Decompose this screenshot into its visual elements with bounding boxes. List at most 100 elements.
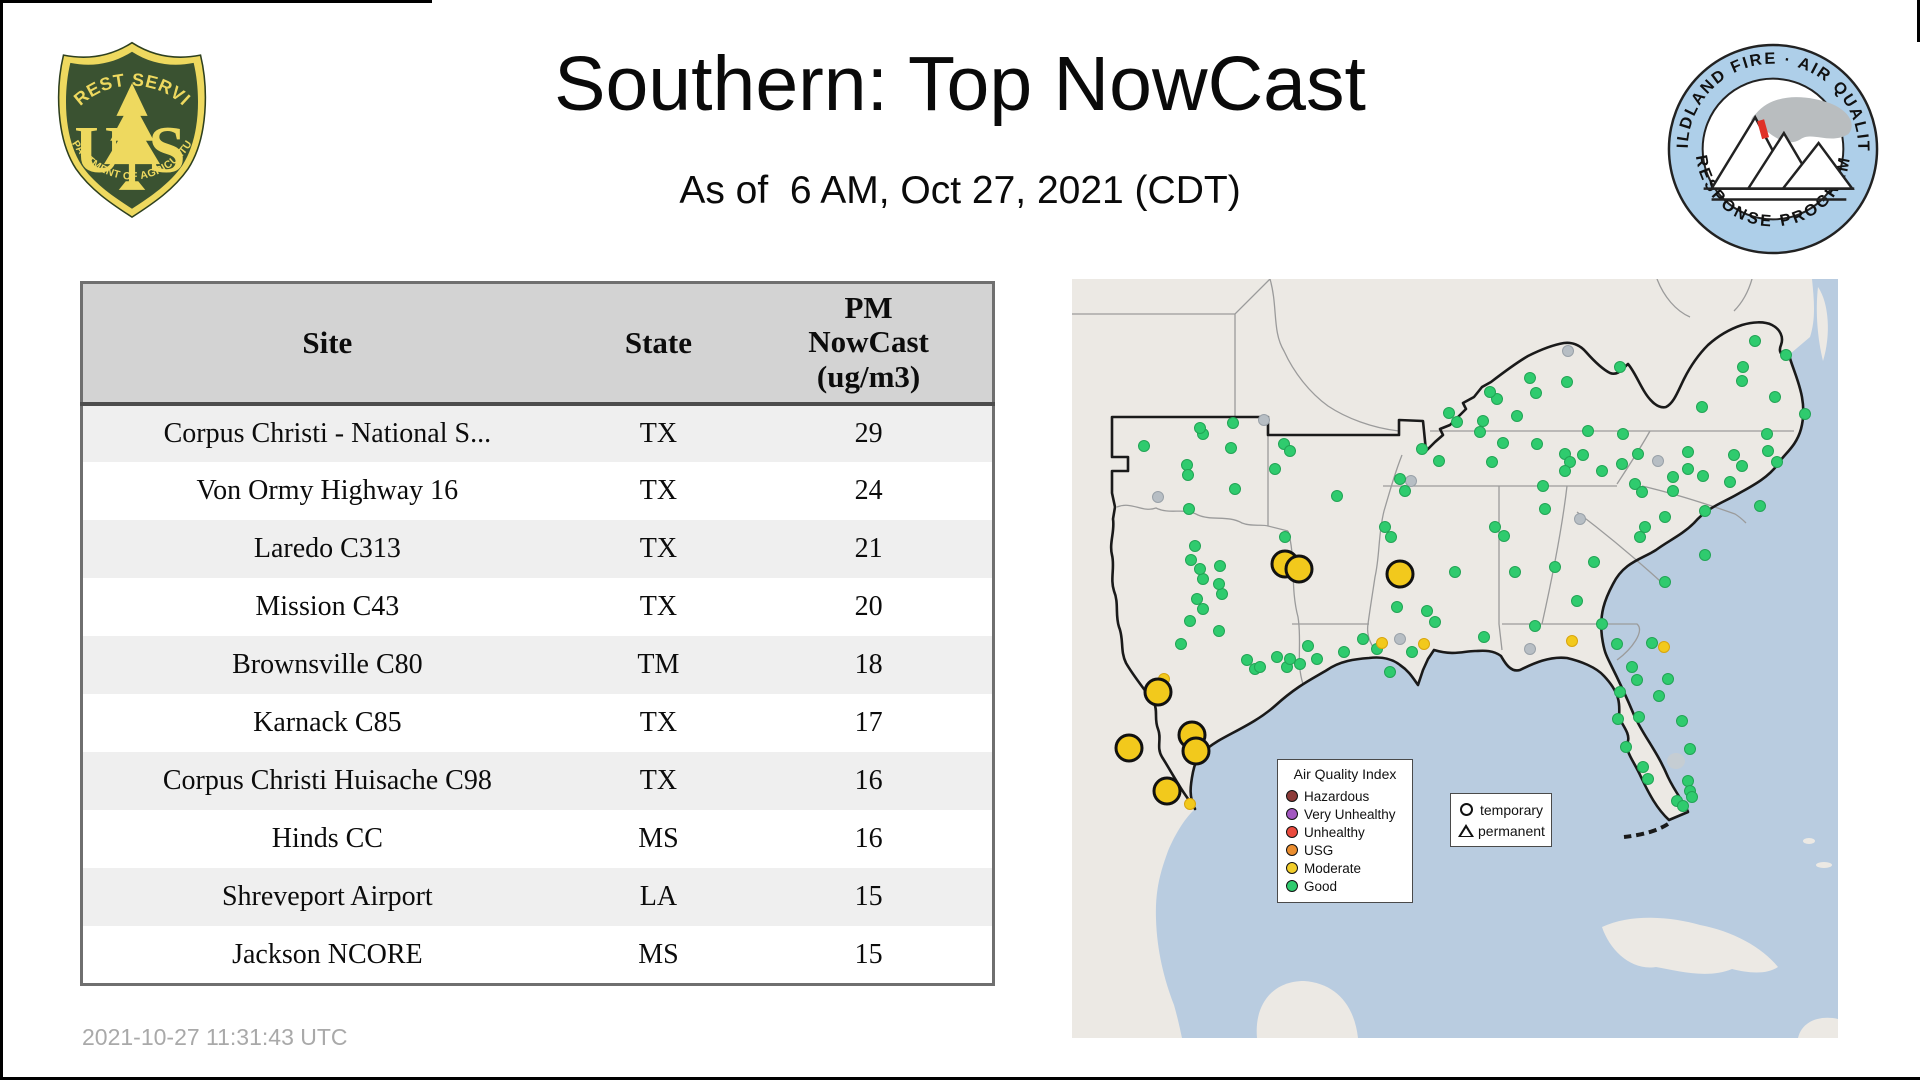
site-dot-good [1667,471,1679,483]
page-subtitle: As of 6 AM, Oct 27, 2021 (CDT) [679,169,1241,212]
lake-okeechobee [1667,753,1685,769]
cell-value: 16 [854,765,883,797]
temporary-marker-icon [1460,803,1473,816]
site-dot-good [1311,653,1323,665]
site-dot-good [1491,393,1503,405]
site-dot-good [1284,445,1296,457]
cell-state: TX [639,474,678,506]
site-dot-good [1771,456,1783,468]
frame-border-top [0,0,432,3]
aqi-color-dot-icon [1286,808,1298,820]
cell-state: LA [639,881,678,913]
site-dot-good [1213,578,1225,590]
yucatan-peninsula [1256,981,1358,1038]
site-dot-good [1451,416,1463,428]
cell-state: TX [639,765,678,797]
table-row: Brownsville C80 TM 18 [81,635,994,694]
table-row: Von Ormy Highway 16 TX 24 [81,461,994,520]
site-dot-good [1394,473,1406,485]
cell-value: 16 [854,823,883,855]
site-dot-good [1183,503,1195,515]
site-dot-good [1511,410,1523,422]
site-dot-good [1682,446,1694,458]
cell-value: 15 [854,938,883,970]
cell-state: TX [639,417,678,449]
aqi-legend-label: Good [1304,878,1338,894]
site-dot-good [1637,761,1649,773]
site-dot-good [1626,661,1638,673]
site-dot-moderate-temporary [1385,559,1415,589]
site-dot-unknown [1562,345,1574,357]
site-dot-good [1241,654,1253,666]
site-dot-good [1632,448,1644,460]
site-dot-good [1684,743,1696,755]
site-dot-good [1662,673,1674,685]
aqi-legend-item: Good [1286,877,1404,895]
site-dot-good [1571,595,1583,607]
site-dot-good [1631,674,1643,686]
frame-border-right [1917,0,1920,42]
small-island [1623,946,1633,956]
legend-row-temporary: temporary [1457,799,1545,820]
cell-value: 21 [854,532,883,564]
site-dot-good [1181,459,1193,471]
site-dot-good [1194,563,1206,575]
cell-value: 29 [854,417,883,449]
site-dot-good [1486,456,1498,468]
aqi-legend-label: Moderate [1304,860,1362,876]
site-dot-good [1696,401,1708,413]
site-dot-good [1676,715,1688,727]
cell-state: MS [638,938,679,970]
site-dot-unknown [1394,633,1406,645]
cell-state: TX [639,707,678,739]
site-dot-good [1213,625,1225,637]
site-dot-unknown [1152,491,1164,503]
site-dot-good [1564,456,1576,468]
site-dot-moderate [1418,638,1430,650]
aqi-color-dot-icon [1286,862,1298,874]
permanent-marker-icon [1458,824,1474,837]
site-dot-unknown [1524,643,1536,655]
frame-border-left [0,0,3,1080]
site-dot-good [1216,588,1228,600]
air-quality-map: Air Quality Index Hazardous Very Unhealth… [1072,279,1838,1038]
site-dot-good [1509,566,1521,578]
site-dot-good [1612,713,1624,725]
table-row: Corpus Christi Huisache C98 TX 16 [81,752,994,811]
table-row: Mission C43 TX 20 [81,577,994,636]
site-dot-good [1184,615,1196,627]
aqi-legend: Air Quality Index Hazardous Very Unhealth… [1277,759,1413,903]
site-dot-good [1406,646,1418,658]
cuba-island [1602,917,1778,974]
site-dot-good [1498,530,1510,542]
svg-text:S: S [148,113,185,187]
column-header-site: Site [81,282,572,406]
aqi-legend-item: Moderate [1286,859,1404,877]
site-dot-unknown [1574,513,1586,525]
site-dot-moderate [1658,641,1670,653]
site-dot-good [1384,666,1396,678]
aqi-legend-item: USG [1286,841,1404,859]
bahamas-island [1816,862,1832,868]
forest-service-shield-icon: FOREST SERVICE DEPARTMENT OF AGRICULTURE… [47,22,207,219]
site-dot-good [1379,521,1391,533]
wfaqrp-logo: WILDLAND FIRE · AIR QUALITY RESPONSE PRO… [1655,26,1882,258]
southeast-us-map [1072,279,1838,1038]
bahamas-island [1803,838,1815,844]
site-dot-good [1531,438,1543,450]
site-dot-good [1189,540,1201,552]
cell-value: 24 [854,474,883,506]
title-block: Southern: Top NowCast As of 6 AM, Oct 27… [300,40,1620,213]
site-dot-good [1138,440,1150,452]
permanent-label: permanent [1478,822,1545,839]
site-dot-good [1489,521,1501,533]
cell-state: MS [638,823,679,855]
table-row: Jackson NCORE MS 15 [81,926,994,985]
site-dot-good [1227,417,1239,429]
site-dot-good [1697,470,1709,482]
table-row: Laredo C313 TX 21 [81,519,994,578]
site-dot-good [1762,445,1774,457]
site-dot-good [1659,511,1671,523]
site-dot-good [1677,800,1689,812]
site-dot-good [1484,386,1496,398]
